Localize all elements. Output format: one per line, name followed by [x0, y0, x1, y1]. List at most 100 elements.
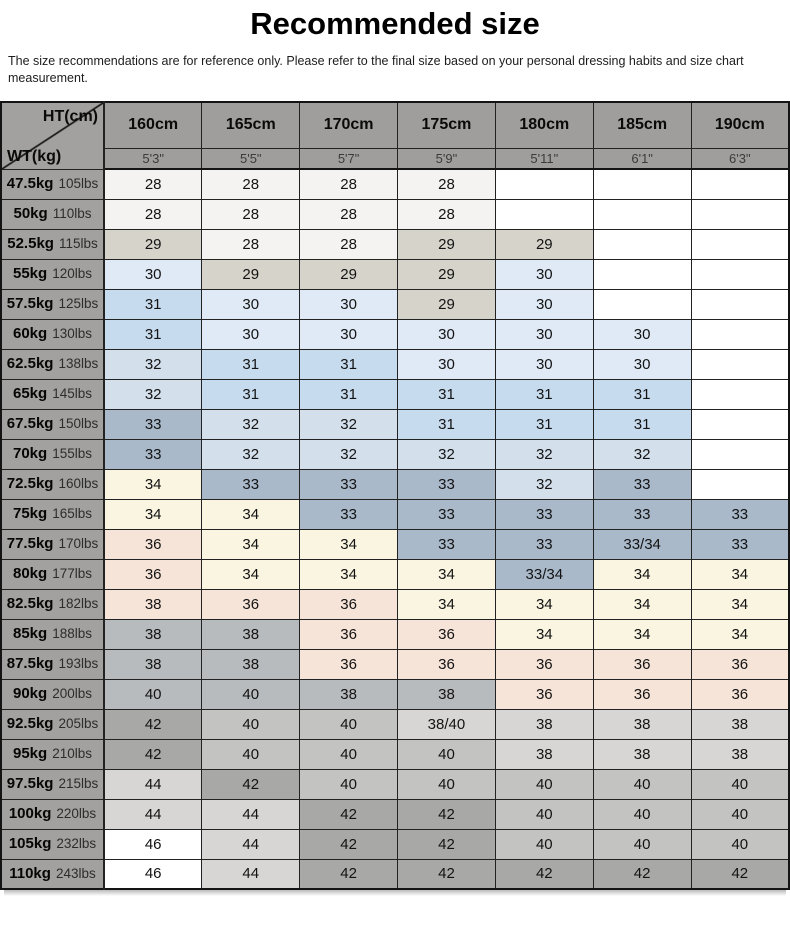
- size-cell: 34: [592, 618, 692, 650]
- table-row: 95kg 210lbs 42 40 40 40 38 38 38: [0, 738, 790, 770]
- size-cell: 40: [397, 768, 496, 800]
- weight-lbs: 105lbs: [58, 176, 99, 191]
- size-cell: 34: [494, 588, 594, 620]
- size-cell: 34: [201, 528, 301, 560]
- weight-label: 52.5kg 115lbs: [0, 228, 105, 260]
- size-cell: 44: [201, 798, 301, 830]
- table-bottom-shadow: [4, 890, 786, 896]
- size-cell: [690, 318, 790, 350]
- header-row-cm: HT(cm) WT(kg) 160cm 165cm 170cm 175cm 180cm 1…: [0, 101, 790, 170]
- size-cell: 33: [494, 528, 594, 560]
- size-cell: 30: [397, 318, 496, 350]
- size-cell: 40: [397, 738, 496, 770]
- table-row: 92.5kg 205lbs 42 40 40 38/40 38 38 38: [0, 708, 790, 740]
- col-header-cm: 160cm: [103, 101, 203, 149]
- size-cell: 34: [494, 618, 594, 650]
- size-cell: 31: [103, 318, 203, 350]
- table-row: 87.5kg 193lbs 38 38 36 36 36 36 36: [0, 648, 790, 680]
- size-cell: 40: [299, 708, 399, 740]
- weight-kg: 105kg: [8, 835, 52, 852]
- size-cell: [690, 438, 790, 470]
- table-row: 97.5kg 215lbs 44 42 40 40 40 40 40: [0, 768, 790, 800]
- weight-label: 55kg 120lbs: [0, 258, 105, 290]
- size-cell: 44: [103, 768, 203, 800]
- size-cell: 33: [397, 498, 496, 530]
- size-cell: 42: [299, 858, 399, 890]
- weight-label: 92.5kg 205lbs: [0, 708, 105, 740]
- size-cell: 38: [103, 588, 203, 620]
- weight-lbs: 205lbs: [58, 716, 99, 731]
- table-row: 47.5kg 105lbs 28 28 28 28: [0, 168, 790, 200]
- size-chart-header: HT(cm) WT(kg) 160cm 165cm 170cm 175cm 180cm 1…: [0, 101, 790, 170]
- table-row: 60kg 130lbs 31 30 30 30 30 30: [0, 318, 790, 350]
- weight-kg: 97.5kg: [6, 775, 54, 792]
- size-cell: 30: [494, 258, 594, 290]
- size-cell: 33: [201, 468, 301, 500]
- weight-lbs: 220lbs: [56, 806, 97, 821]
- weight-label: 62.5kg 138lbs: [0, 348, 105, 380]
- table-row: 55kg 120lbs 30 29 29 29 30: [0, 258, 790, 290]
- col-header-cm: 170cm: [299, 101, 399, 149]
- size-cell: 32: [201, 408, 301, 440]
- col-header-cm: 185cm: [592, 101, 692, 149]
- weight-kg: 47.5kg: [6, 175, 54, 192]
- table-row: 50kg 110lbs 28 28 28 28: [0, 198, 790, 230]
- weight-lbs: 232lbs: [56, 836, 97, 851]
- size-cell: 36: [690, 678, 790, 710]
- table-row: 90kg 200lbs 40 40 38 38 36 36 36: [0, 678, 790, 710]
- size-cell: 30: [201, 318, 301, 350]
- col-header-ftin: 5'9": [397, 147, 496, 170]
- size-cell: 30: [494, 288, 594, 320]
- col-header-ftin: 5'11": [494, 147, 594, 170]
- size-cell: 38: [103, 618, 203, 650]
- table-row: 85kg 188lbs 38 38 36 36 34 34 34: [0, 618, 790, 650]
- size-cell: 38: [103, 648, 203, 680]
- size-cell: 30: [299, 288, 399, 320]
- size-cell: 31: [494, 408, 594, 440]
- weight-lbs: 150lbs: [58, 416, 99, 431]
- size-cell: 42: [299, 828, 399, 860]
- size-cell: 30: [494, 348, 594, 380]
- size-cell: [592, 168, 692, 200]
- weight-label: 80kg 177lbs: [0, 558, 105, 590]
- size-cell: 36: [494, 678, 594, 710]
- weight-kg: 70kg: [13, 445, 48, 462]
- size-cell: 34: [103, 498, 203, 530]
- weight-kg: 55kg: [13, 265, 48, 282]
- size-cell: 29: [397, 288, 496, 320]
- col-header-ftin: 6'3": [690, 147, 790, 170]
- weight-lbs: 182lbs: [58, 596, 99, 611]
- size-cell: 28: [299, 228, 399, 260]
- weight-lbs: 170lbs: [58, 536, 99, 551]
- size-cell: 29: [299, 258, 399, 290]
- size-cell: 44: [103, 798, 203, 830]
- size-cell: 32: [103, 378, 203, 410]
- size-cell: [690, 288, 790, 320]
- size-cell: 34: [201, 498, 301, 530]
- size-chart-body: 47.5kg 105lbs 28 28 28 28 50kg 110lbs 28 28 28 28 52…: [0, 168, 790, 890]
- size-cell: 44: [201, 828, 301, 860]
- weight-lbs: 110lbs: [52, 206, 92, 221]
- weight-label: 97.5kg 215lbs: [0, 768, 105, 800]
- size-cell: 28: [299, 168, 399, 200]
- size-cell: 40: [201, 708, 301, 740]
- size-cell: 40: [592, 768, 692, 800]
- size-cell: 33/34: [494, 558, 594, 590]
- weight-kg: 80kg: [13, 565, 48, 582]
- weight-lbs: 138lbs: [58, 356, 99, 371]
- size-cell: 33: [397, 528, 496, 560]
- size-cell: 38: [690, 738, 790, 770]
- size-cell: 38: [299, 678, 399, 710]
- corner-header: HT(cm) WT(kg): [0, 101, 105, 170]
- size-cell: 28: [299, 198, 399, 230]
- header-row-ftin: 5'3" 5'5" 5'7" 5'9" 5'11" 6'1" 6'3": [1, 147, 790, 170]
- size-cell: 28: [201, 228, 301, 260]
- size-cell: 28: [103, 198, 203, 230]
- col-header-cm: 175cm: [397, 101, 496, 149]
- size-cell: 34: [201, 558, 301, 590]
- weight-label: 57.5kg 125lbs: [0, 288, 105, 320]
- size-cell: [592, 258, 692, 290]
- weight-lbs: 215lbs: [58, 776, 99, 791]
- weight-label: 72.5kg 160lbs: [0, 468, 105, 500]
- size-cell: [494, 168, 594, 200]
